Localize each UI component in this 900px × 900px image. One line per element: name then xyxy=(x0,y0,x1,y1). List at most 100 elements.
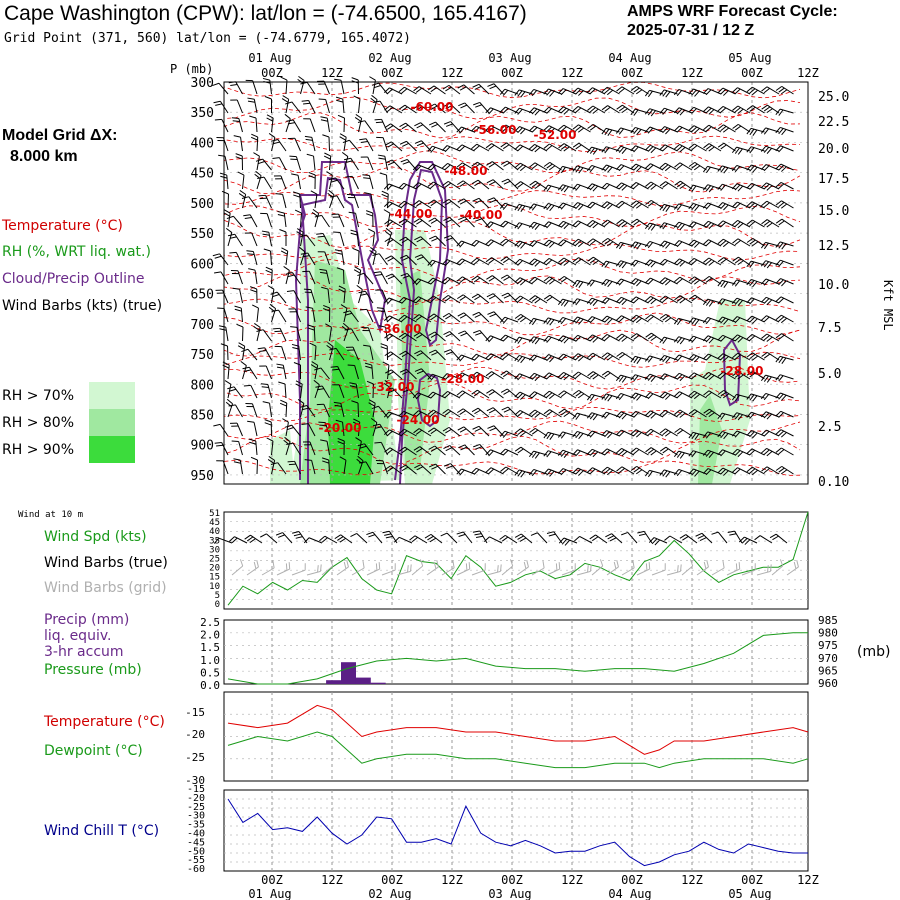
upper-wind-barb xyxy=(601,105,608,111)
upper-wind-barb xyxy=(529,391,535,397)
wind-barbs-grid-legend: Wind Barbs (grid) xyxy=(44,580,167,596)
upper-wind-barb xyxy=(308,171,316,176)
forecast-label: AMPS WRF Forecast Cycle: xyxy=(627,3,838,20)
upper-wind-barb xyxy=(383,183,390,190)
upper-wind-barb xyxy=(266,437,274,442)
upper-wind-barb xyxy=(377,154,385,157)
upper-wind-barb xyxy=(365,461,374,475)
upper-wind-barb xyxy=(445,351,453,355)
grid-wind-barb xyxy=(632,561,635,569)
upper-wind-barb xyxy=(737,352,751,361)
upper-wind-barb xyxy=(318,98,326,101)
upper-wind-barb xyxy=(474,427,482,432)
surface-wind-barb xyxy=(711,531,719,535)
upper-wind-barb xyxy=(707,468,722,475)
upper-wind-barb xyxy=(284,436,291,443)
surface-wind-barb xyxy=(458,533,466,537)
upper-wind-barb xyxy=(292,347,300,350)
upper-wind-barb xyxy=(247,97,255,100)
surface-wind-barb xyxy=(244,534,251,540)
upper-wind-barb xyxy=(662,429,669,436)
grid-wind-barb xyxy=(616,560,619,568)
upper-wind-barb xyxy=(502,126,509,132)
upper-wind-barb xyxy=(645,314,652,320)
upper-wind-barb xyxy=(635,89,643,95)
upper-wind-barb xyxy=(679,372,693,380)
upper-wind-barb xyxy=(379,423,388,437)
upper-wind-barb xyxy=(749,353,756,360)
surface-wind-barb xyxy=(308,537,323,544)
upper-wind-barb xyxy=(531,204,537,211)
upper-wind-barb xyxy=(633,449,640,455)
upper-wind-barb xyxy=(350,229,358,233)
upper-wind-barb xyxy=(244,369,252,372)
upper-wind-barb xyxy=(708,124,722,133)
upper-wind-barb xyxy=(691,373,698,380)
upper-wind-barb xyxy=(325,270,330,285)
upper-wind-barb xyxy=(280,250,288,255)
upper-wind-barb xyxy=(353,95,361,100)
upper-wind-barb xyxy=(517,108,523,115)
upper-wind-barb xyxy=(447,162,461,171)
upper-wind-barb xyxy=(572,449,578,456)
upper-wind-barb xyxy=(647,127,654,134)
upper-wind-barb xyxy=(322,134,330,138)
grid-wind-barb xyxy=(645,563,648,571)
upper-wind-barb xyxy=(442,391,448,397)
upper-wind-barb xyxy=(621,336,628,342)
upper-wind-barb xyxy=(606,315,620,323)
upper-wind-barb xyxy=(650,199,664,209)
upper-wind-barb xyxy=(604,372,611,378)
upper-wind-barb xyxy=(445,333,453,338)
upper-wind-barb xyxy=(601,448,608,455)
upper-wind-barb xyxy=(531,145,538,151)
upper-wind-barb xyxy=(371,365,374,380)
upper-wind-barb xyxy=(664,126,678,133)
upper-wind-barb xyxy=(607,237,620,247)
upper-wind-barb xyxy=(488,372,495,378)
upper-wind-barb xyxy=(429,349,436,354)
grid-wind-barb xyxy=(452,561,455,569)
upper-wind-barb xyxy=(647,297,654,303)
upper-wind-barb xyxy=(399,254,407,259)
upper-wind-barb xyxy=(636,314,649,323)
upper-wind-barb xyxy=(385,227,392,234)
accum-legend: 3-hr accum xyxy=(44,644,124,660)
upper-wind-barb xyxy=(679,338,685,345)
upper-wind-barb xyxy=(765,411,780,418)
upper-wind-barb xyxy=(546,204,552,211)
surface-wind-barb xyxy=(611,533,623,544)
upper-wind-barb xyxy=(332,368,340,371)
upper-wind-barb xyxy=(557,431,564,438)
upper-wind-barb xyxy=(630,333,637,339)
upper-wind-barb xyxy=(383,209,391,214)
date-tick-top: 04 Aug xyxy=(608,51,651,65)
upper-wind-barb xyxy=(705,185,712,192)
upper-wind-barb xyxy=(282,418,289,423)
upper-wind-barb xyxy=(463,198,475,209)
upper-wind-barb xyxy=(284,424,292,428)
upper-wind-barb xyxy=(519,126,533,133)
upper-wind-barb xyxy=(616,448,622,454)
upper-wind-barb xyxy=(241,196,249,199)
upper-wind-barb xyxy=(534,412,541,418)
grid-wind-barb xyxy=(555,563,558,571)
upper-wind-barb xyxy=(503,162,510,167)
upper-wind-barb xyxy=(528,354,535,361)
upper-wind-barb xyxy=(679,146,686,153)
upper-wind-barb xyxy=(621,351,635,361)
upper-wind-barb xyxy=(365,210,373,214)
hour-tick-bottom: 00Z xyxy=(261,873,283,887)
upper-wind-barb xyxy=(378,157,386,160)
upper-wind-barb xyxy=(300,212,302,228)
upper-wind-barb xyxy=(546,277,553,284)
upper-wind-barb xyxy=(720,391,727,397)
upper-wind-barb xyxy=(473,259,480,265)
upper-wind-barb xyxy=(731,448,738,455)
upper-wind-barb xyxy=(320,367,330,380)
upper-wind-barb xyxy=(679,427,693,437)
upper-wind-barb xyxy=(232,120,240,122)
upper-wind-barb xyxy=(519,431,527,437)
upper-wind-barb xyxy=(386,220,393,227)
surface-wind-barb xyxy=(682,536,689,541)
